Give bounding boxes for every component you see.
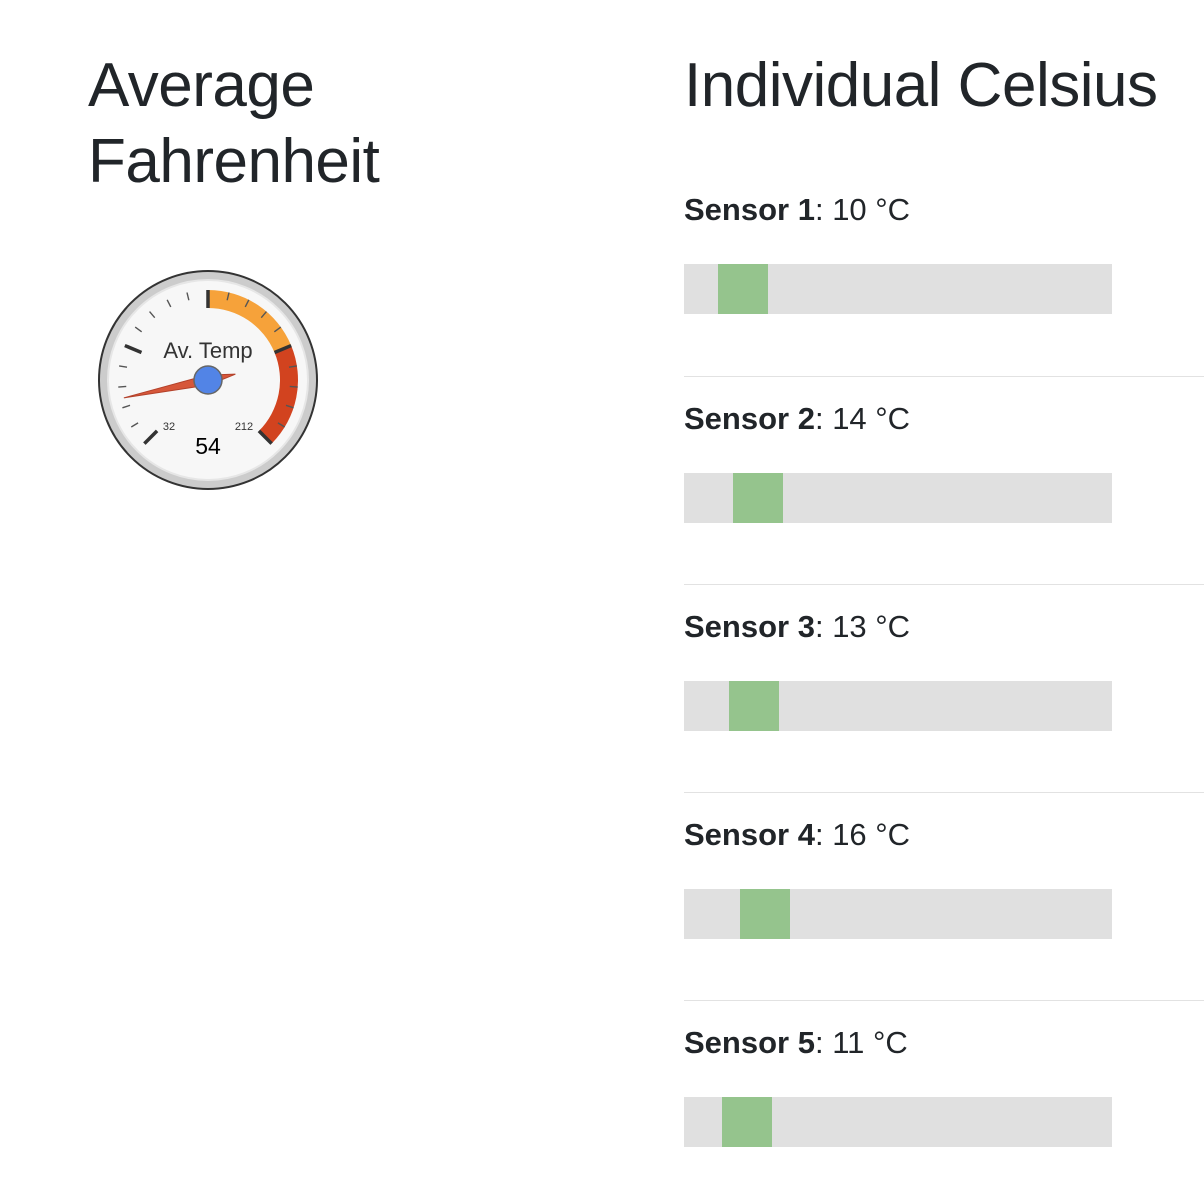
sensor-list: Sensor 1: 10 °C Sensor 2: 14 °C Sensor 3… <box>684 168 1204 1184</box>
sensor-value: 16 °C <box>832 817 911 852</box>
gauge-ticks <box>118 290 298 445</box>
individual-section: Individual Celsius <box>684 48 1204 124</box>
sensor-row: Sensor 1: 10 °C <box>684 168 1204 376</box>
sensor-name: Sensor 1 <box>684 192 815 227</box>
gauge-minor-tick <box>288 365 298 368</box>
sensor-bar-track <box>684 1097 1112 1147</box>
sensor-name: Sensor 3 <box>684 609 815 644</box>
gauge-major-tick <box>124 343 143 355</box>
sensor-bar-track <box>684 889 1112 939</box>
gauge-minor-tick <box>289 385 298 388</box>
sensor-bar-fill <box>740 889 791 939</box>
gauge-minor-tick <box>277 422 286 428</box>
gauge-minor-tick <box>149 311 156 319</box>
sensor-row: Sensor 5: 11 °C <box>684 1000 1204 1184</box>
gauge-minor-tick <box>260 311 267 319</box>
gauge-major-tick <box>257 429 273 445</box>
sensor-label: Sensor 1: 10 °C <box>684 192 911 227</box>
sensor-label: Sensor 3: 13 °C <box>684 609 911 644</box>
sensor-bar-fill <box>717 264 768 314</box>
gauge-hub <box>193 365 223 395</box>
sensor-bar-track <box>684 264 1112 314</box>
gauge-max-label: 212 <box>235 421 253 433</box>
sensor-value: 13 °C <box>832 609 911 644</box>
sensor-bar-track <box>684 681 1112 731</box>
sensor-name: Sensor 4 <box>684 817 815 852</box>
gauge-bands <box>208 290 298 444</box>
gauge-minor-tick <box>134 326 143 333</box>
gauge-minor-tick <box>244 299 250 308</box>
gauge-minor-tick <box>273 326 282 333</box>
sensor-name: Sensor 5 <box>684 1025 815 1060</box>
sensor-label: Sensor 5: 11 °C <box>684 1025 908 1060</box>
sensor-row: Sensor 4: 16 °C <box>684 792 1204 1000</box>
gauge-minor-tick <box>285 404 294 409</box>
average-heading: Average Fahrenheit <box>88 51 380 196</box>
sensor-bar-fill <box>729 681 780 731</box>
gauge-min-label: 32 <box>163 421 175 433</box>
sensor-bar-fill <box>721 1097 772 1147</box>
average-section: Average Fahrenheit <box>88 48 588 200</box>
sensor-value: 14 °C <box>832 401 911 436</box>
gauge-minor-tick <box>166 299 172 308</box>
gauge-minor-tick <box>130 422 139 428</box>
sensor-row: Sensor 2: 14 °C <box>684 376 1204 584</box>
gauge-minor-tick <box>118 385 127 388</box>
sensor-value: 10 °C <box>832 192 911 227</box>
gauge-value-readout: 54 <box>195 433 221 459</box>
gauge-major-tick <box>273 343 292 355</box>
gauge-minor-tick <box>118 365 128 368</box>
gauge-yellow-band <box>208 290 292 353</box>
gauge-dial: Av. Temp 32 212 54 <box>98 270 318 490</box>
sensor-label: Sensor 2: 14 °C <box>684 401 911 436</box>
sensor-name: Sensor 2 <box>684 401 815 436</box>
sensor-bar-track <box>684 473 1112 523</box>
sensor-bar-fill <box>732 473 783 523</box>
sensor-row: Sensor 3: 13 °C <box>684 584 1204 792</box>
gauge-minor-tick <box>226 292 230 301</box>
gauge-minor-tick <box>186 292 190 301</box>
sensor-value: 11 °C <box>832 1025 908 1060</box>
temperature-gauge: Av. Temp 32 212 54 <box>96 268 320 492</box>
gauge-minor-tick <box>122 404 131 409</box>
gauge-red-band <box>258 345 298 444</box>
gauge-label: Av. Temp <box>163 338 252 363</box>
individual-heading: Individual Celsius <box>684 51 1158 120</box>
gauge-major-tick <box>143 429 159 445</box>
sensor-label: Sensor 4: 16 °C <box>684 817 911 852</box>
